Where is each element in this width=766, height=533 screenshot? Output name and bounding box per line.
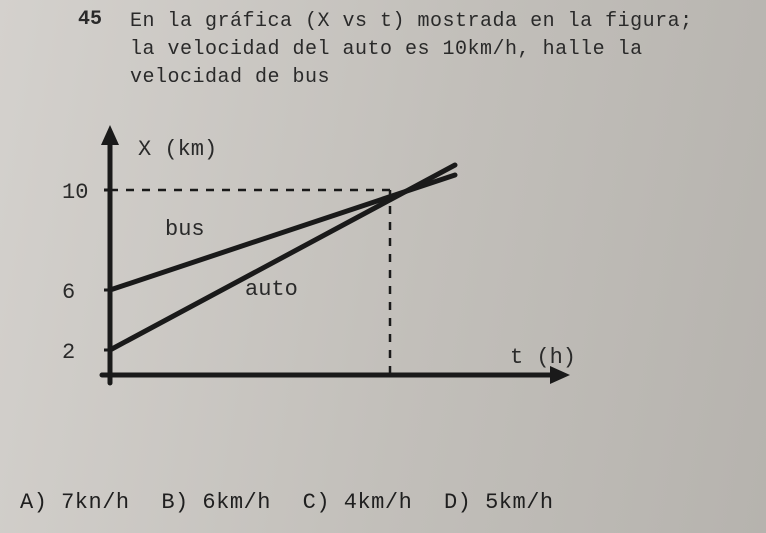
question-line-2: la velocidad del auto es 10km/h, halle l… <box>130 36 643 64</box>
series-auto <box>110 165 455 350</box>
chart-svg: X (km) t (h) 2 6 10 bus auto <box>20 115 660 435</box>
question-line-3: velocidad de bus <box>130 64 330 92</box>
series-label-auto: auto <box>245 277 298 302</box>
y-tick-label: 2 <box>62 340 75 365</box>
y-axis-label: X (km) <box>138 137 217 162</box>
option-c: C) 4km/h <box>303 490 413 515</box>
question-number: 45 <box>78 8 102 31</box>
answer-options: A) 7kn/h B) 6km/h C) 4km/h D) 5km/h <box>20 490 572 515</box>
y-tick-label: 10 <box>62 180 88 205</box>
y-tick-label: 6 <box>62 280 75 305</box>
option-b: B) 6km/h <box>161 490 271 515</box>
y-axis-arrow-icon <box>101 125 119 145</box>
xt-chart: X (km) t (h) 2 6 10 bus auto <box>20 115 660 440</box>
option-d: D) 5km/h <box>444 490 554 515</box>
page: { "question": { "number": "45", "line1":… <box>0 0 766 533</box>
option-a: A) 7kn/h <box>20 490 130 515</box>
series-label-bus: bus <box>165 217 205 242</box>
x-axis-label: t (h) <box>510 345 576 370</box>
question-line-1: En la gráfica (X vs t) mostrada en la fi… <box>130 8 693 36</box>
